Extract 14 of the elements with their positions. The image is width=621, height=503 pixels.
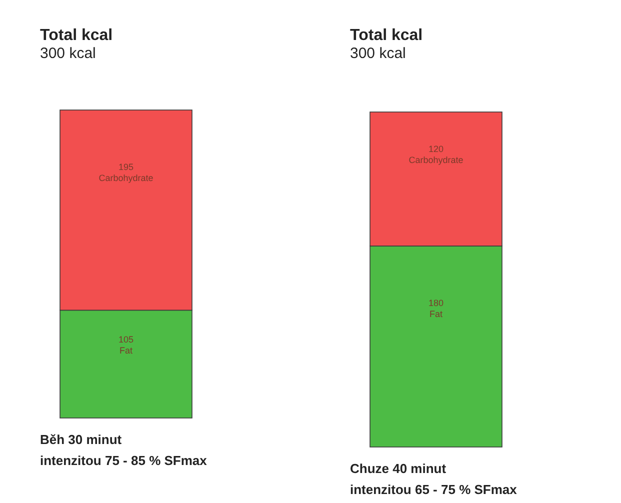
chart-title: Total kcal	[350, 27, 423, 44]
x-axis-title: Běh 30 minut intenzitou 75 - 85 % SFmax	[40, 432, 208, 468]
series-label: Fat	[119, 346, 133, 356]
data-label: 105	[118, 334, 134, 345]
chart-subtitle: 300 kcal	[350, 45, 406, 62]
data-label: 195	[118, 162, 134, 172]
chart-title: Total kcal	[40, 27, 113, 44]
series-label: Fat	[429, 309, 443, 319]
x-axis-title: Chuze 40 minut intenzitou 65 - 75 % SFmax	[350, 461, 518, 497]
series-label: Carbohydrate	[408, 155, 464, 166]
data-label: 180	[428, 298, 444, 308]
chart-subtitle: 300 kcal	[40, 45, 96, 62]
series-label: Carbohydrate	[98, 173, 154, 183]
data-label: 120	[428, 144, 444, 154]
